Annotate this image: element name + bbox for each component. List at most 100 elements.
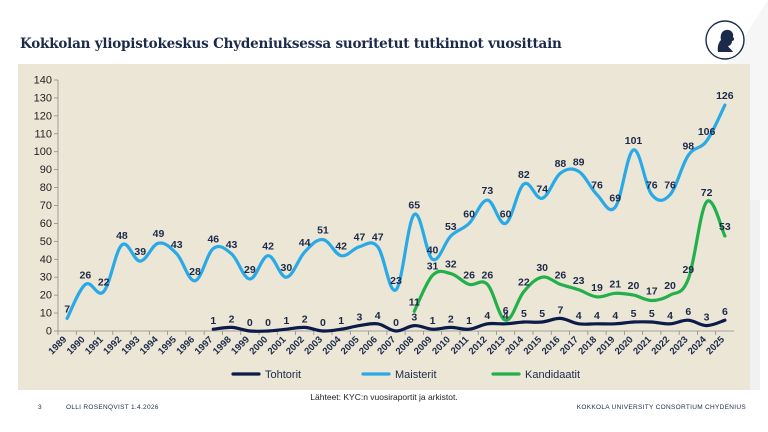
data-label-tohtorit: 0 — [247, 317, 253, 329]
page-number: 3 — [38, 404, 42, 411]
y-tick-label: 30 — [40, 272, 52, 284]
y-tick-label: 0 — [46, 326, 52, 338]
data-label-maisterit: 101 — [625, 135, 643, 147]
data-label-tohtorit: 4 — [375, 310, 381, 322]
data-label-maisterit: 73 — [482, 185, 494, 197]
x-tick-label: 2016 — [540, 334, 563, 357]
x-tick-label: 2022 — [649, 334, 672, 357]
legend-label-maisterit: Maisterit — [395, 369, 437, 381]
data-label-maisterit: 29 — [244, 264, 256, 276]
data-label-maisterit: 43 — [226, 239, 238, 251]
data-label-maisterit: 7 — [64, 303, 70, 315]
data-label-maisterit: 48 — [116, 230, 128, 242]
x-tick-label: 1998 — [211, 334, 234, 357]
data-label-maisterit: 46 — [207, 234, 219, 246]
data-label-maisterit: 76 — [646, 180, 658, 192]
series-line-tohtorit — [211, 316, 727, 333]
x-tick-label: 1990 — [65, 334, 88, 357]
data-label-maisterit: 44 — [299, 237, 311, 249]
source-note: Lähteet: KYC:n vuosiraportit ja arkistot… — [310, 392, 458, 402]
footer-organization: KOKKOLA UNIVERSITY CONSORTIUM CHYDENIUS — [576, 404, 746, 411]
data-label-tohtorit: 4 — [612, 310, 618, 322]
data-label-maisterit: 82 — [518, 169, 530, 181]
data-label-tohtorit: 3 — [357, 312, 363, 324]
data-label-kandidaatit: 22 — [518, 277, 530, 289]
data-label-maisterit: 43 — [171, 239, 183, 251]
x-tick-label: 2010 — [430, 334, 453, 357]
x-tick-label: 2006 — [357, 334, 380, 357]
data-label-tohtorit: 5 — [631, 308, 637, 320]
data-label-kandidaatit: 53 — [719, 221, 731, 233]
data-label-tohtorit: 0 — [393, 317, 399, 329]
data-label-tohtorit: 6 — [722, 306, 728, 318]
y-tick-label: 50 — [40, 236, 52, 248]
data-label-kandidaatit: 17 — [646, 286, 658, 298]
data-label-maisterit: 53 — [445, 221, 457, 233]
data-label-maisterit: 60 — [463, 208, 475, 220]
x-tick-label: 2018 — [576, 334, 599, 357]
x-tick-label: 2004 — [321, 334, 344, 357]
data-label-kandidaatit: 6 — [503, 305, 509, 317]
data-label-tohtorit: 1 — [210, 315, 216, 327]
data-label-tohtorit: 3 — [411, 312, 417, 324]
x-tick-label: 2005 — [339, 334, 362, 357]
legend-label-tohtorit: Tohtorit — [265, 369, 301, 381]
data-label-kandidaatit: 23 — [573, 275, 585, 287]
data-label-maisterit: 74 — [536, 183, 548, 195]
data-label-kandidaatit: 32 — [445, 259, 457, 271]
data-label-maisterit: 65 — [408, 199, 420, 211]
data-label-kandidaatit: 11 — [409, 296, 420, 308]
data-label-tohtorit: 4 — [576, 310, 582, 322]
x-tick-label: 1997 — [193, 334, 216, 357]
x-tick-label: 2001 — [266, 334, 289, 357]
data-label-maisterit: 23 — [390, 275, 402, 287]
data-label-kandidaatit: 20 — [628, 280, 640, 292]
data-label-tohtorit: 3 — [704, 312, 710, 324]
data-label-kandidaatit: 29 — [682, 264, 694, 276]
x-tick-label: 2014 — [503, 334, 526, 357]
x-tick-label: 1999 — [229, 334, 252, 357]
data-label-maisterit: 22 — [98, 277, 110, 289]
data-label-tohtorit: 4 — [594, 310, 600, 322]
x-tick-label: 1994 — [138, 334, 161, 357]
data-label-tohtorit: 7 — [558, 304, 564, 316]
data-label-tohtorit: 5 — [521, 308, 527, 320]
chart: 0102030405060708090100110120130140198919… — [34, 75, 734, 381]
y-tick-label: 60 — [40, 218, 52, 230]
data-label-maisterit: 98 — [682, 140, 694, 152]
data-label-tohtorit: 5 — [649, 308, 655, 320]
x-tick-label: 2023 — [668, 334, 691, 357]
x-tick-label: 2021 — [631, 334, 654, 357]
data-label-maisterit: 60 — [500, 208, 512, 220]
data-label-kandidaatit: 30 — [536, 262, 548, 274]
data-label-tohtorit: 4 — [667, 310, 673, 322]
data-label-tohtorit: 6 — [685, 306, 691, 318]
data-label-maisterit: 40 — [427, 244, 439, 256]
data-label-maisterit: 106 — [698, 126, 716, 138]
data-label-maisterit: 88 — [555, 158, 567, 170]
y-tick-label: 70 — [40, 200, 52, 212]
data-label-tohtorit: 5 — [539, 308, 545, 320]
y-tick-label: 80 — [40, 182, 52, 194]
x-tick-label: 2008 — [394, 334, 417, 357]
y-tick-label: 120 — [34, 110, 52, 122]
x-tick-label: 2013 — [485, 334, 508, 357]
data-label-kandidaatit: 72 — [701, 187, 713, 199]
series-line-kandidaatit — [412, 199, 727, 322]
data-label-maisterit: 30 — [281, 262, 293, 274]
data-label-maisterit: 89 — [573, 156, 585, 168]
data-label-maisterit: 42 — [262, 241, 274, 253]
x-tick-label: 1996 — [174, 334, 197, 357]
data-label-tohtorit: 0 — [265, 317, 271, 329]
y-tick-label: 110 — [34, 128, 52, 140]
y-tick-label: 10 — [40, 308, 52, 320]
y-tick-label: 90 — [40, 164, 52, 176]
data-label-maisterit: 42 — [335, 241, 347, 253]
chart-panel: 0 10 20 30 40 50 60 70 80 90 100 110 120 130 140 1989 19… — [18, 64, 750, 390]
x-tick-label: 1989 — [47, 334, 70, 357]
x-tick-label: 1993 — [120, 334, 143, 357]
data-label-tohtorit: 1 — [430, 315, 436, 327]
x-tick-label: 2000 — [248, 334, 271, 357]
data-label-tohtorit: 4 — [503, 310, 509, 322]
y-tick-label: 20 — [40, 290, 52, 302]
